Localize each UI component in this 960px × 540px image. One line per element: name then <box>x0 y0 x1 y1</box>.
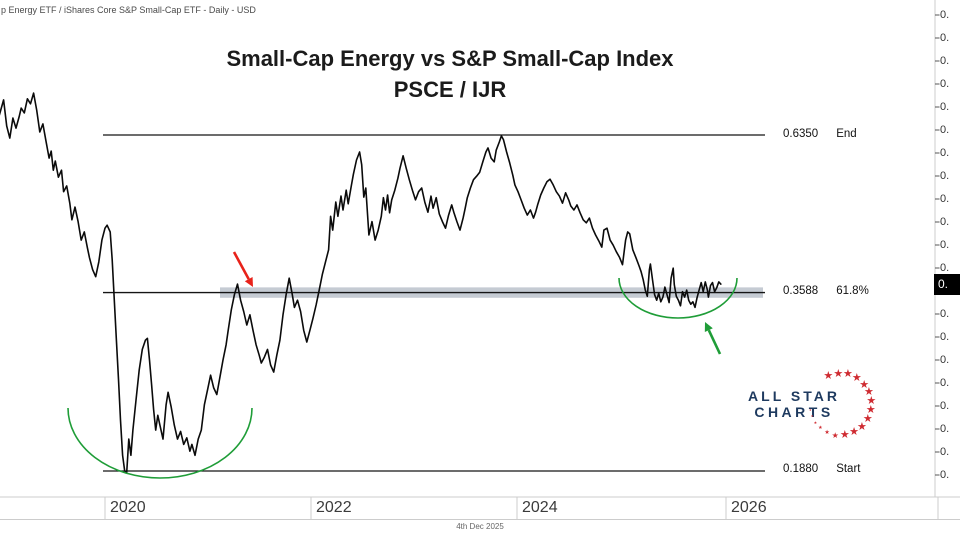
time-axis[interactable]: 2020 2022 2024 2026 <box>0 497 960 520</box>
star-icon: ★ <box>824 429 830 436</box>
chart-title-block: Small-Cap Energy vs S&P Small-Cap Index … <box>0 44 900 106</box>
level-value: 0.6350 <box>783 127 819 140</box>
star-icon: ★ <box>849 426 859 439</box>
year-label-2026: 2026 <box>731 499 767 516</box>
star-icon: ★ <box>831 430 839 440</box>
level-value: 0.3588 <box>783 285 819 298</box>
year-label-2024: 2024 <box>522 499 558 516</box>
level-tag: Start <box>836 463 861 476</box>
logo-line1: ALL STAR <box>748 388 840 404</box>
star-icon: ★ <box>818 424 823 431</box>
instrument-legend[interactable]: p Energy ETF / iShares Core S&P Small-Ca… <box>1 5 256 15</box>
level-tag: End <box>836 127 857 140</box>
year-label-2022: 2022 <box>316 499 352 516</box>
logo-line2: CHARTS <box>754 404 834 420</box>
star-icon: ★ <box>857 420 867 433</box>
star-icon: ★ <box>810 414 814 419</box>
star-icon: ★ <box>859 378 870 391</box>
chart-symbol: PSCE / IJR <box>393 77 507 102</box>
chart-title: Small-Cap Energy vs S&P Small-Cap Index <box>226 46 674 71</box>
year-label-2020: 2020 <box>110 499 146 516</box>
star-icon: ★ <box>839 429 850 442</box>
allstarcharts-logo: ALL STAR CHARTS <box>748 388 840 420</box>
level-value: 0.1880 <box>783 463 819 476</box>
star-icon: ★ <box>842 368 853 381</box>
star-icon: ★ <box>864 386 874 399</box>
star-icon: ★ <box>813 419 818 425</box>
star-icon: ★ <box>808 407 812 412</box>
star-icon: ★ <box>862 413 873 426</box>
star-icon: ★ <box>833 367 844 380</box>
current-price-box: 0. <box>934 273 960 295</box>
star-icon: ★ <box>866 395 877 408</box>
star-icon: ★ <box>865 404 876 417</box>
level-label-start: 0.1880 Start <box>783 463 860 475</box>
level-label-end: 0.6350 End <box>783 128 857 140</box>
star-icon: ★ <box>823 369 834 382</box>
level-label-618: 0.3588 61.8% <box>783 285 869 297</box>
star-icon: ★ <box>851 372 862 385</box>
last-date-label: 4th Dec 2025 <box>456 522 504 531</box>
level-tag: 61.8% <box>836 285 869 298</box>
